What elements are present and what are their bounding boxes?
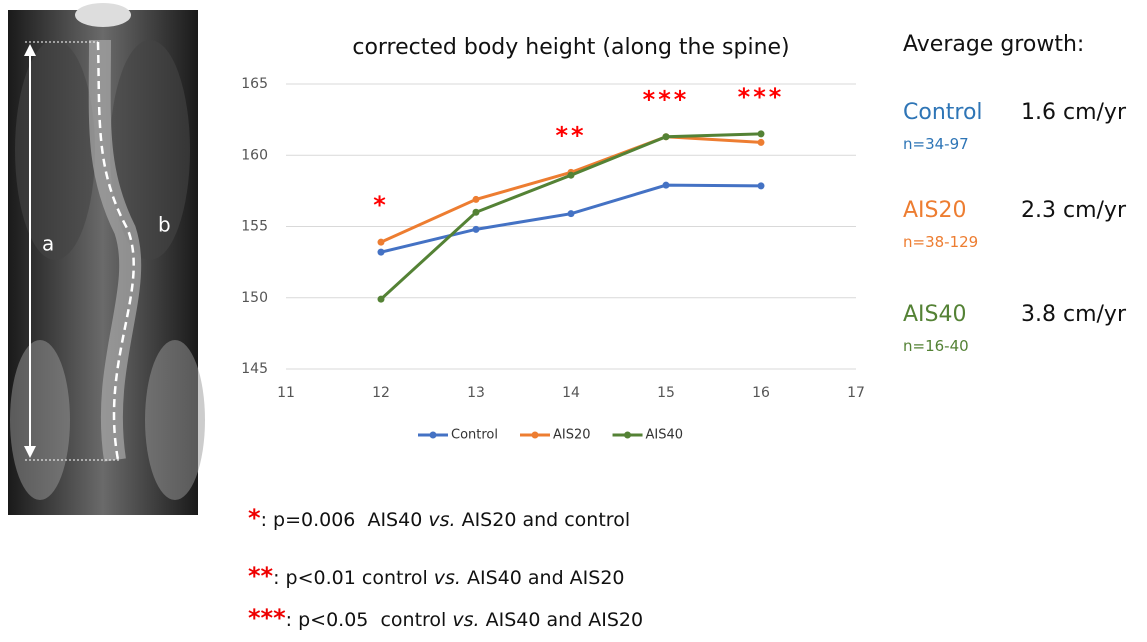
y-tick-label: 165	[241, 76, 268, 92]
x-tick-label: 13	[467, 385, 485, 401]
x-tick-label: 16	[752, 385, 770, 401]
group-n: n=16-40	[903, 337, 969, 355]
footnote-text: AIS20 and control	[456, 509, 631, 531]
footnote: ***: p<0.05 control vs. AIS40 and AIS20	[248, 604, 643, 632]
growth-value: 1.6 cm/yr	[1021, 100, 1126, 125]
legend-marker	[430, 432, 437, 439]
image-label: b	[158, 213, 171, 237]
footnote-text: : p<0.01 control	[273, 567, 434, 589]
growth-value: 2.3 cm/yr	[1021, 198, 1126, 223]
significance-stars: **	[248, 562, 273, 590]
chart: corrected body height (along the spine) …	[220, 0, 880, 460]
x-tick-label: 15	[657, 385, 675, 401]
data-point	[568, 210, 575, 217]
footnote-emphasis: vs.	[452, 609, 479, 631]
data-point	[378, 249, 385, 256]
x-tick-label: 17	[847, 385, 865, 401]
data-point	[473, 226, 480, 233]
image-label: a	[42, 232, 54, 256]
significance-marker: *	[373, 191, 389, 219]
data-point	[378, 296, 385, 303]
footnote-emphasis: vs.	[428, 509, 455, 531]
x-tick-label: 11	[277, 385, 295, 401]
page: a b corrected body height (along the spi…	[0, 0, 1147, 642]
significance-marker: ***	[738, 83, 785, 111]
legend-label: Control	[451, 428, 498, 443]
group-n: n=34-97	[903, 135, 969, 153]
y-tick-label: 150	[241, 290, 268, 306]
group-name: Control	[903, 100, 983, 125]
y-tick-label: 160	[241, 147, 268, 163]
growth-title: Average growth:	[903, 32, 1084, 57]
data-point	[473, 209, 480, 216]
series-line	[381, 185, 761, 252]
legend-label: AIS40	[646, 428, 684, 443]
data-point	[758, 130, 765, 137]
footnote-text: AIS40 and AIS20	[480, 609, 644, 631]
chart-title: corrected body height (along the spine)	[352, 35, 789, 60]
data-point	[758, 182, 765, 189]
significance-marker: ***	[643, 86, 690, 114]
legend-marker	[532, 432, 539, 439]
data-point	[663, 182, 670, 189]
x-tick-label: 12	[372, 385, 390, 401]
x-tick-label: 14	[562, 385, 580, 401]
y-tick-label: 155	[241, 219, 268, 235]
y-tick-label: 145	[241, 361, 268, 377]
growth-value: 3.8 cm/yr	[1021, 302, 1126, 327]
footnote: **: p<0.01 control vs. AIS40 and AIS20	[248, 562, 625, 590]
group-n: n=38-129	[903, 233, 978, 251]
footnote-text: : p=0.006 AIS40	[261, 509, 429, 531]
x-ray-image: a b	[0, 0, 210, 520]
legend-marker	[624, 432, 631, 439]
legend-label: AIS20	[553, 428, 591, 443]
group-name: AIS40	[903, 302, 967, 327]
significance-stars: ***	[248, 604, 286, 632]
footnote-text: AIS40 and AIS20	[461, 567, 625, 589]
footnote: *: p=0.006 AIS40 vs. AIS20 and control	[248, 504, 630, 532]
data-point	[378, 239, 385, 246]
footnote-text: : p<0.05 control	[286, 609, 453, 631]
group-name: AIS20	[903, 198, 967, 223]
data-point	[473, 196, 480, 203]
footnote-emphasis: vs.	[434, 567, 461, 589]
data-point	[758, 139, 765, 146]
data-point	[568, 172, 575, 179]
significance-marker: **	[555, 121, 586, 149]
significance-stars: *	[248, 504, 261, 532]
data-point	[663, 133, 670, 140]
